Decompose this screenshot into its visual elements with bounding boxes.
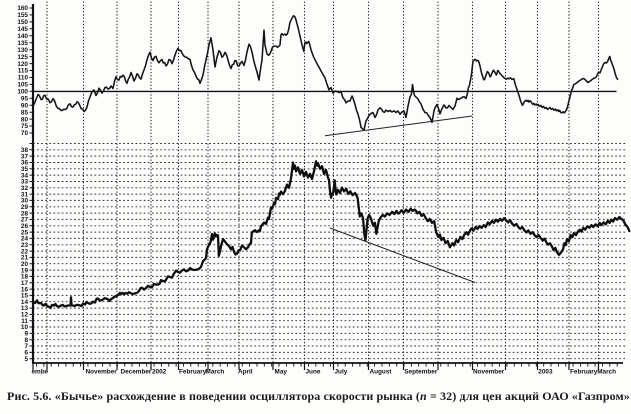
- svg-text:September: September: [404, 369, 438, 376]
- svg-text:100: 100: [17, 89, 28, 96]
- svg-text:155: 155: [17, 12, 28, 19]
- svg-text:Рис. 5.6. «Бычье» расхождение: Рис. 5.6. «Бычье» расхождение в поведени…: [7, 389, 630, 403]
- svg-text:70: 70: [21, 130, 29, 137]
- svg-text:150: 150: [17, 19, 28, 26]
- svg-text:7: 7: [24, 343, 28, 350]
- svg-text:145: 145: [17, 26, 28, 33]
- svg-text:17: 17: [21, 280, 29, 287]
- svg-text:95: 95: [21, 96, 29, 103]
- svg-text:120: 120: [17, 61, 28, 68]
- svg-text:38: 38: [21, 147, 29, 154]
- svg-text:embe: embe: [32, 369, 49, 376]
- svg-text:13: 13: [21, 305, 29, 312]
- svg-text:26: 26: [21, 223, 29, 230]
- svg-text:July: July: [335, 369, 348, 376]
- svg-text:35: 35: [21, 166, 29, 173]
- svg-text:April: April: [238, 369, 253, 376]
- svg-text:105: 105: [17, 82, 28, 89]
- svg-text:33: 33: [21, 179, 29, 186]
- svg-text:115: 115: [18, 68, 29, 75]
- svg-text:19: 19: [21, 267, 29, 274]
- svg-text:June: June: [306, 369, 321, 376]
- svg-text:May: May: [275, 369, 288, 376]
- svg-text:20: 20: [21, 261, 29, 268]
- svg-text:85: 85: [21, 109, 29, 116]
- svg-text:9: 9: [24, 331, 28, 338]
- svg-text:December: December: [121, 369, 152, 376]
- svg-text:28: 28: [21, 210, 29, 217]
- svg-text:November: November: [473, 369, 505, 376]
- svg-text:14: 14: [21, 299, 29, 306]
- svg-text:16: 16: [21, 286, 29, 293]
- svg-text:125: 125: [17, 54, 28, 61]
- svg-text:18: 18: [21, 274, 29, 281]
- svg-text:37: 37: [21, 153, 29, 160]
- svg-text:24: 24: [21, 236, 29, 243]
- svg-text:130: 130: [17, 47, 28, 54]
- svg-text:135: 135: [17, 40, 28, 47]
- svg-text:November: November: [86, 369, 118, 376]
- svg-text:140: 140: [17, 33, 28, 40]
- svg-text:21: 21: [21, 255, 29, 262]
- svg-text:34: 34: [21, 172, 29, 179]
- svg-text:February: February: [570, 369, 598, 376]
- svg-text:36: 36: [21, 160, 29, 167]
- svg-text:February: February: [179, 369, 207, 376]
- svg-text:March: March: [597, 369, 616, 376]
- svg-text:160: 160: [17, 5, 28, 12]
- svg-text:12: 12: [21, 312, 29, 319]
- svg-text:10: 10: [21, 324, 29, 331]
- svg-text:11: 11: [21, 318, 28, 325]
- svg-text:5: 5: [24, 356, 28, 363]
- svg-text:23: 23: [21, 242, 29, 249]
- svg-text:25: 25: [21, 229, 29, 236]
- svg-text:30: 30: [21, 198, 29, 205]
- svg-text:32: 32: [21, 185, 29, 192]
- svg-text:31: 31: [21, 191, 29, 198]
- svg-text:90: 90: [21, 102, 29, 109]
- svg-text:22: 22: [21, 248, 29, 255]
- svg-text:75: 75: [21, 123, 29, 130]
- svg-text:2003: 2003: [538, 369, 553, 376]
- svg-text:March: March: [206, 369, 225, 376]
- svg-text:27: 27: [21, 217, 29, 224]
- svg-text:15: 15: [21, 293, 29, 300]
- svg-text:8: 8: [24, 337, 28, 344]
- svg-text:6: 6: [24, 350, 28, 357]
- svg-text:110: 110: [18, 75, 29, 82]
- svg-text:29: 29: [21, 204, 29, 211]
- svg-text:August: August: [370, 369, 393, 376]
- svg-text:80: 80: [21, 116, 29, 123]
- svg-text:2002: 2002: [152, 369, 167, 376]
